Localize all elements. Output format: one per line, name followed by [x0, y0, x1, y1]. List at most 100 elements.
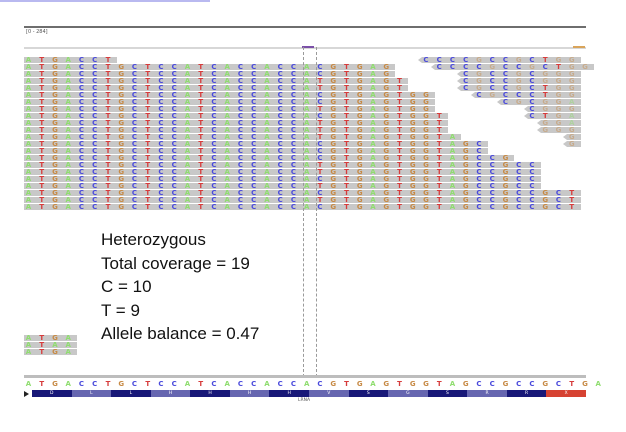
base-C: C	[277, 98, 283, 106]
strand-arrow-icon[interactable]	[24, 391, 29, 397]
base-A: A	[304, 133, 310, 141]
amino-acid-G[interactable]: G	[388, 390, 428, 397]
amino-acid-L[interactable]: L	[71, 390, 112, 397]
base-T: T	[397, 98, 402, 106]
amino-acid-H[interactable]: H	[190, 390, 230, 397]
base-A: A	[65, 334, 71, 342]
base-A: A	[304, 70, 310, 78]
read-row-right[interactable]: G	[563, 140, 581, 148]
base-C: C	[502, 63, 509, 71]
coverage-variant-marker[interactable]	[302, 46, 314, 48]
base-T: T	[39, 182, 45, 190]
base-G: G	[423, 147, 429, 155]
amino-acid-H[interactable]: H	[150, 390, 191, 397]
base-C: C	[92, 380, 98, 388]
coverage-track[interactable]	[24, 47, 586, 49]
base-C: C	[171, 182, 177, 190]
base-G: G	[52, 161, 58, 169]
base-C: C	[131, 70, 138, 78]
amino-acid-S[interactable]: S	[427, 390, 468, 397]
base-A: A	[569, 112, 575, 120]
base-A: A	[264, 168, 270, 176]
base-A: A	[264, 112, 270, 120]
amino-acid-R[interactable]: R	[506, 390, 547, 397]
base-C: C	[317, 147, 323, 155]
base-G: G	[462, 168, 469, 176]
base-T: T	[39, 91, 45, 99]
read-row-right[interactable]: G	[563, 133, 581, 141]
base-C: C	[237, 161, 244, 169]
base-T: T	[105, 175, 111, 183]
amino-acid-L[interactable]: L	[111, 390, 151, 397]
base-G: G	[568, 70, 575, 78]
base-G: G	[383, 154, 390, 162]
base-T: T	[39, 203, 45, 211]
amino-acid-V[interactable]: V	[309, 390, 349, 397]
base-A: A	[25, 119, 32, 127]
amino-acid-H[interactable]: H	[229, 390, 270, 397]
base-G: G	[330, 182, 337, 190]
amino-acid-X[interactable]: X	[546, 390, 586, 397]
base-C: C	[290, 147, 297, 155]
amino-acid-S[interactable]: S	[348, 390, 389, 397]
base-C: C	[529, 98, 535, 106]
base-G: G	[423, 380, 429, 388]
base-C: C	[423, 56, 429, 64]
base-G: G	[383, 98, 390, 106]
base-C: C	[277, 161, 283, 169]
base-G: G	[555, 105, 562, 113]
base-C: C	[476, 63, 482, 71]
base-G: G	[502, 175, 509, 183]
base-T: T	[145, 203, 151, 211]
amino-acid-R[interactable]: R	[467, 390, 507, 397]
base-G: G	[330, 84, 337, 92]
base-T: T	[39, 98, 45, 106]
amino-acid-D[interactable]: D	[32, 390, 72, 397]
base-C: C	[92, 126, 98, 134]
amino-acid-H[interactable]: H	[269, 390, 309, 397]
base-G: G	[409, 168, 416, 176]
base-C: C	[489, 77, 495, 85]
base-A: A	[304, 168, 310, 176]
base-T: T	[436, 189, 442, 197]
base-C: C	[78, 105, 85, 113]
